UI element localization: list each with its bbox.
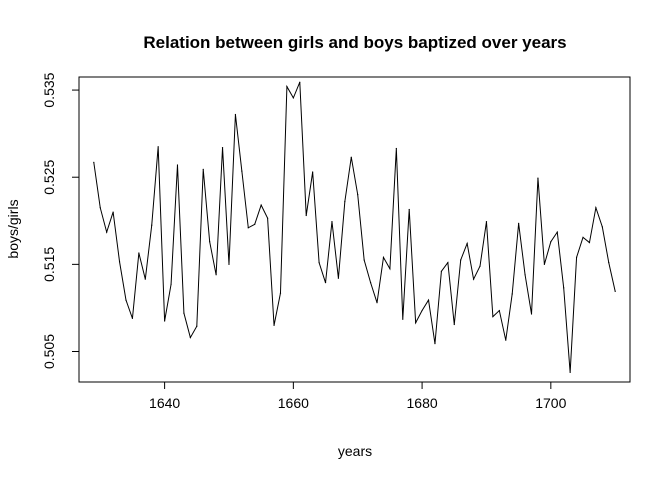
data-point [421,309,423,312]
data-point [221,146,224,149]
y-tick-label: 0.535 [41,72,57,107]
data-point [279,292,282,294]
data-point [382,256,385,258]
data-point [511,293,513,295]
data-point [93,161,95,163]
data-point [595,207,597,209]
data-point [427,299,430,301]
data-point [601,226,603,228]
x-axis-label: years [338,443,372,459]
data-point [202,168,204,170]
data-point [260,204,262,206]
x-tick-label: 1700 [535,395,566,411]
y-tick-label: 0.515 [41,247,57,282]
data-point [608,262,610,264]
data-point [118,261,121,263]
data-point [376,302,378,304]
x-tick-label: 1640 [149,395,180,411]
data-point [582,236,584,238]
data-point [241,170,243,172]
data-point [138,252,140,254]
data-point [440,270,442,272]
data-point [228,263,230,265]
data-point [305,214,307,217]
data-points [93,81,616,374]
series-line-boys-girls-ratio [93,82,616,373]
data-point [588,241,591,244]
data-point [267,217,269,219]
data-point [498,309,500,312]
data-point [389,268,391,270]
data-point [472,278,475,280]
data-point [363,259,365,261]
data-point [312,171,314,173]
y-axis: 0.505 0.515 0.525 0.535 [41,72,80,369]
data-point [524,274,526,276]
data-point [99,207,101,209]
data-point [157,146,159,148]
y-tick-label: 0.505 [41,334,57,369]
data-point [492,316,494,318]
data-point [247,227,249,229]
data-point [350,156,352,158]
data-point [170,283,172,285]
data-point [125,299,127,301]
y-tick-label: 0.525 [41,159,57,194]
data-point [234,113,237,116]
data-point [543,263,545,265]
data-point [151,224,153,226]
data-point [106,231,108,233]
data-point [466,242,468,245]
data-point [318,262,320,264]
data-point [402,318,404,320]
data-point [183,312,185,314]
data-point [453,323,455,326]
data-point [215,274,217,276]
data-point [460,259,462,261]
data-point [144,278,146,280]
data-point [196,325,198,327]
data-point [485,221,488,223]
data-point [273,324,275,326]
data-point [254,223,256,225]
x-axis: 1640 1660 1680 1700 [149,381,567,411]
data-point [131,317,134,319]
data-point [357,194,359,196]
data-point [189,336,191,339]
data-point [395,147,397,150]
data-point [537,177,539,179]
x-tick-label: 1660 [278,395,309,411]
data-point [299,81,301,83]
data-point [344,201,346,203]
data-point [569,371,571,374]
x-tick-label: 1680 [407,395,438,411]
chart-title: Relation between girls and boys baptized… [143,33,566,52]
data-point [530,313,533,315]
data-point [176,164,179,166]
data-point [337,277,340,279]
data-point [556,231,558,233]
data-point [550,241,552,243]
data-point [434,343,436,345]
data-point [324,282,327,284]
data-point [369,282,372,284]
data-point [112,211,114,213]
data-point [164,320,166,322]
data-point [575,256,578,258]
data-point [331,221,333,223]
data-point [415,322,417,324]
data-point [505,339,507,341]
data-point [209,241,211,243]
data-point [292,97,294,99]
data-point [447,262,449,264]
data-point [286,85,288,88]
data-point [518,222,520,224]
data-point [614,290,616,292]
data-point [563,287,565,289]
data-point [408,208,410,211]
data-point [479,265,481,267]
y-axis-label: boys/girls [5,199,21,258]
